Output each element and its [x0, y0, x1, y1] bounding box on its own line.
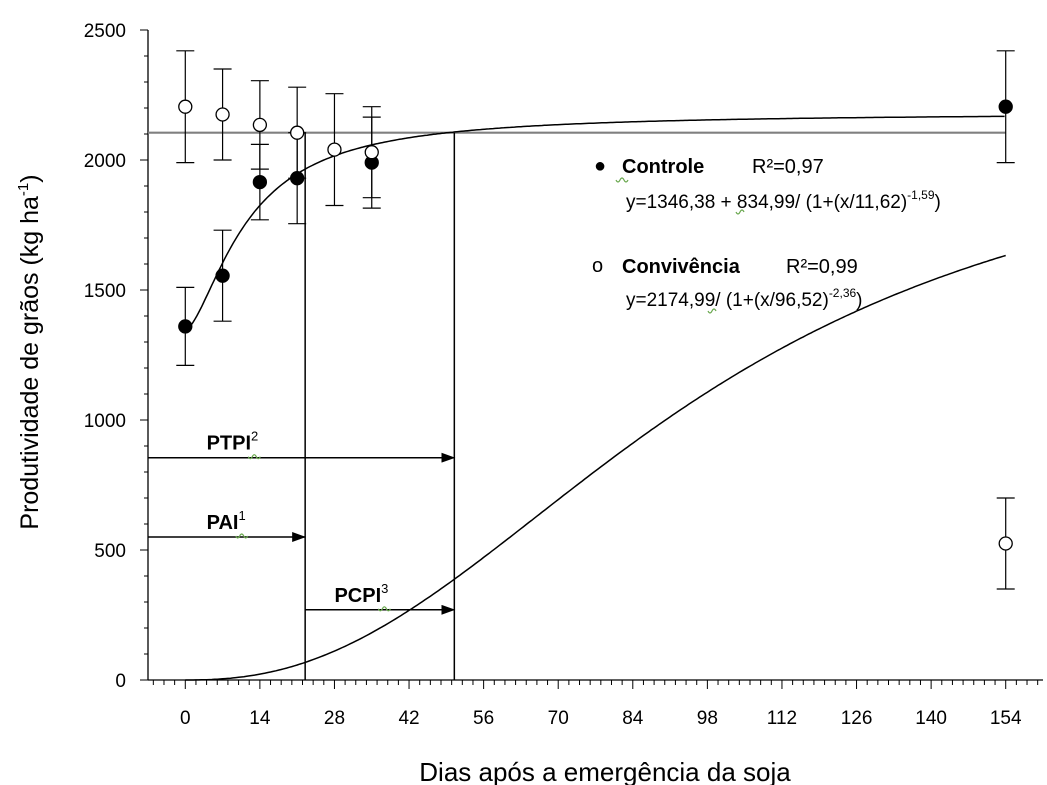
- plot-area: 0 500 1000 1500 2000 2500 0 14 28 42 56 70 84 98 112 12…: [84, 21, 1043, 729]
- y-tick-label: 500: [94, 541, 126, 562]
- x-tick-label: 112: [767, 708, 797, 729]
- fit-curve-controle: [185, 115, 1005, 331]
- data-point-controle: [998, 99, 1013, 114]
- y-tick-label: 0: [115, 671, 126, 692]
- x-tick-label: 56: [473, 708, 494, 729]
- data-point-controle: [178, 319, 193, 334]
- fit-curve-convivencia: [185, 254, 1006, 681]
- legend-label-convivencia: Convivência: [622, 256, 741, 278]
- data-point-convivencia: [178, 99, 193, 114]
- x-tick-label: 70: [548, 708, 569, 729]
- x-tick-label: 98: [697, 708, 718, 729]
- squiggle-mark: [735, 209, 745, 215]
- squiggle-mark: [707, 308, 717, 314]
- data-point-convivencia: [998, 536, 1013, 551]
- y-axis-title: Produtividade de grãos (kg ha-1): [15, 174, 44, 529]
- data-point-controle: [215, 268, 230, 283]
- legend-label-controle: Controle: [622, 156, 704, 178]
- legend-equation-convivencia: y=2174,99/ (1+(x/96,52)-2,36): [626, 286, 863, 311]
- squiggle-mark: [235, 533, 249, 539]
- x-tick-label: 28: [324, 708, 345, 729]
- x-tick-label: 84: [622, 708, 644, 729]
- x-tick-label: 42: [398, 708, 419, 729]
- x-axis-title: Dias após a emergência da soja: [419, 757, 791, 785]
- x-tick-label: 14: [249, 708, 271, 729]
- x-tick-label: 154: [990, 708, 1022, 729]
- data-point-convivencia: [327, 142, 342, 157]
- y-tick-label: 1500: [84, 281, 126, 302]
- legend-controle: ● Controle R²=0,97 y=1346,38 + 834,99/ (…: [594, 155, 941, 213]
- data-point-controle: [290, 171, 305, 186]
- period-label-ptpi: PTPI2: [207, 429, 259, 455]
- data-point-convivencia: [252, 117, 268, 133]
- period-label-pcpi: PCPI3: [334, 581, 388, 607]
- x-tick-label: 0: [180, 708, 191, 729]
- legend-marker-filled: ●: [594, 155, 606, 177]
- period-label-pai: PAI1: [207, 508, 246, 534]
- y-tick-label: 2500: [84, 21, 126, 42]
- legend-equation-controle: y=1346,38 + 834,99/ (1+(x/11,62)-1,59): [626, 188, 941, 213]
- squiggle-mark: [615, 177, 629, 183]
- data-point-convivencia: [215, 107, 230, 122]
- data-point-controle: [252, 174, 268, 190]
- y-tick-label: 2000: [84, 151, 126, 172]
- data-point-convivencia: [290, 125, 305, 140]
- x-tick-label: 126: [841, 708, 873, 729]
- data-point-convivencia: [364, 145, 379, 160]
- x-tick-label: 140: [915, 708, 947, 729]
- legend-r2-convivencia: R²=0,99: [786, 256, 858, 278]
- y-tick-label: 1000: [84, 411, 126, 432]
- legend-convivencia: o Convivência R²=0,99 y=2174,99/ (1+(x/9…: [592, 255, 863, 311]
- legend-r2-controle: R²=0,97: [752, 156, 824, 178]
- squiggle-mark: [377, 606, 391, 612]
- squiggle-mark: [247, 454, 261, 460]
- legend-marker-open: o: [592, 255, 603, 277]
